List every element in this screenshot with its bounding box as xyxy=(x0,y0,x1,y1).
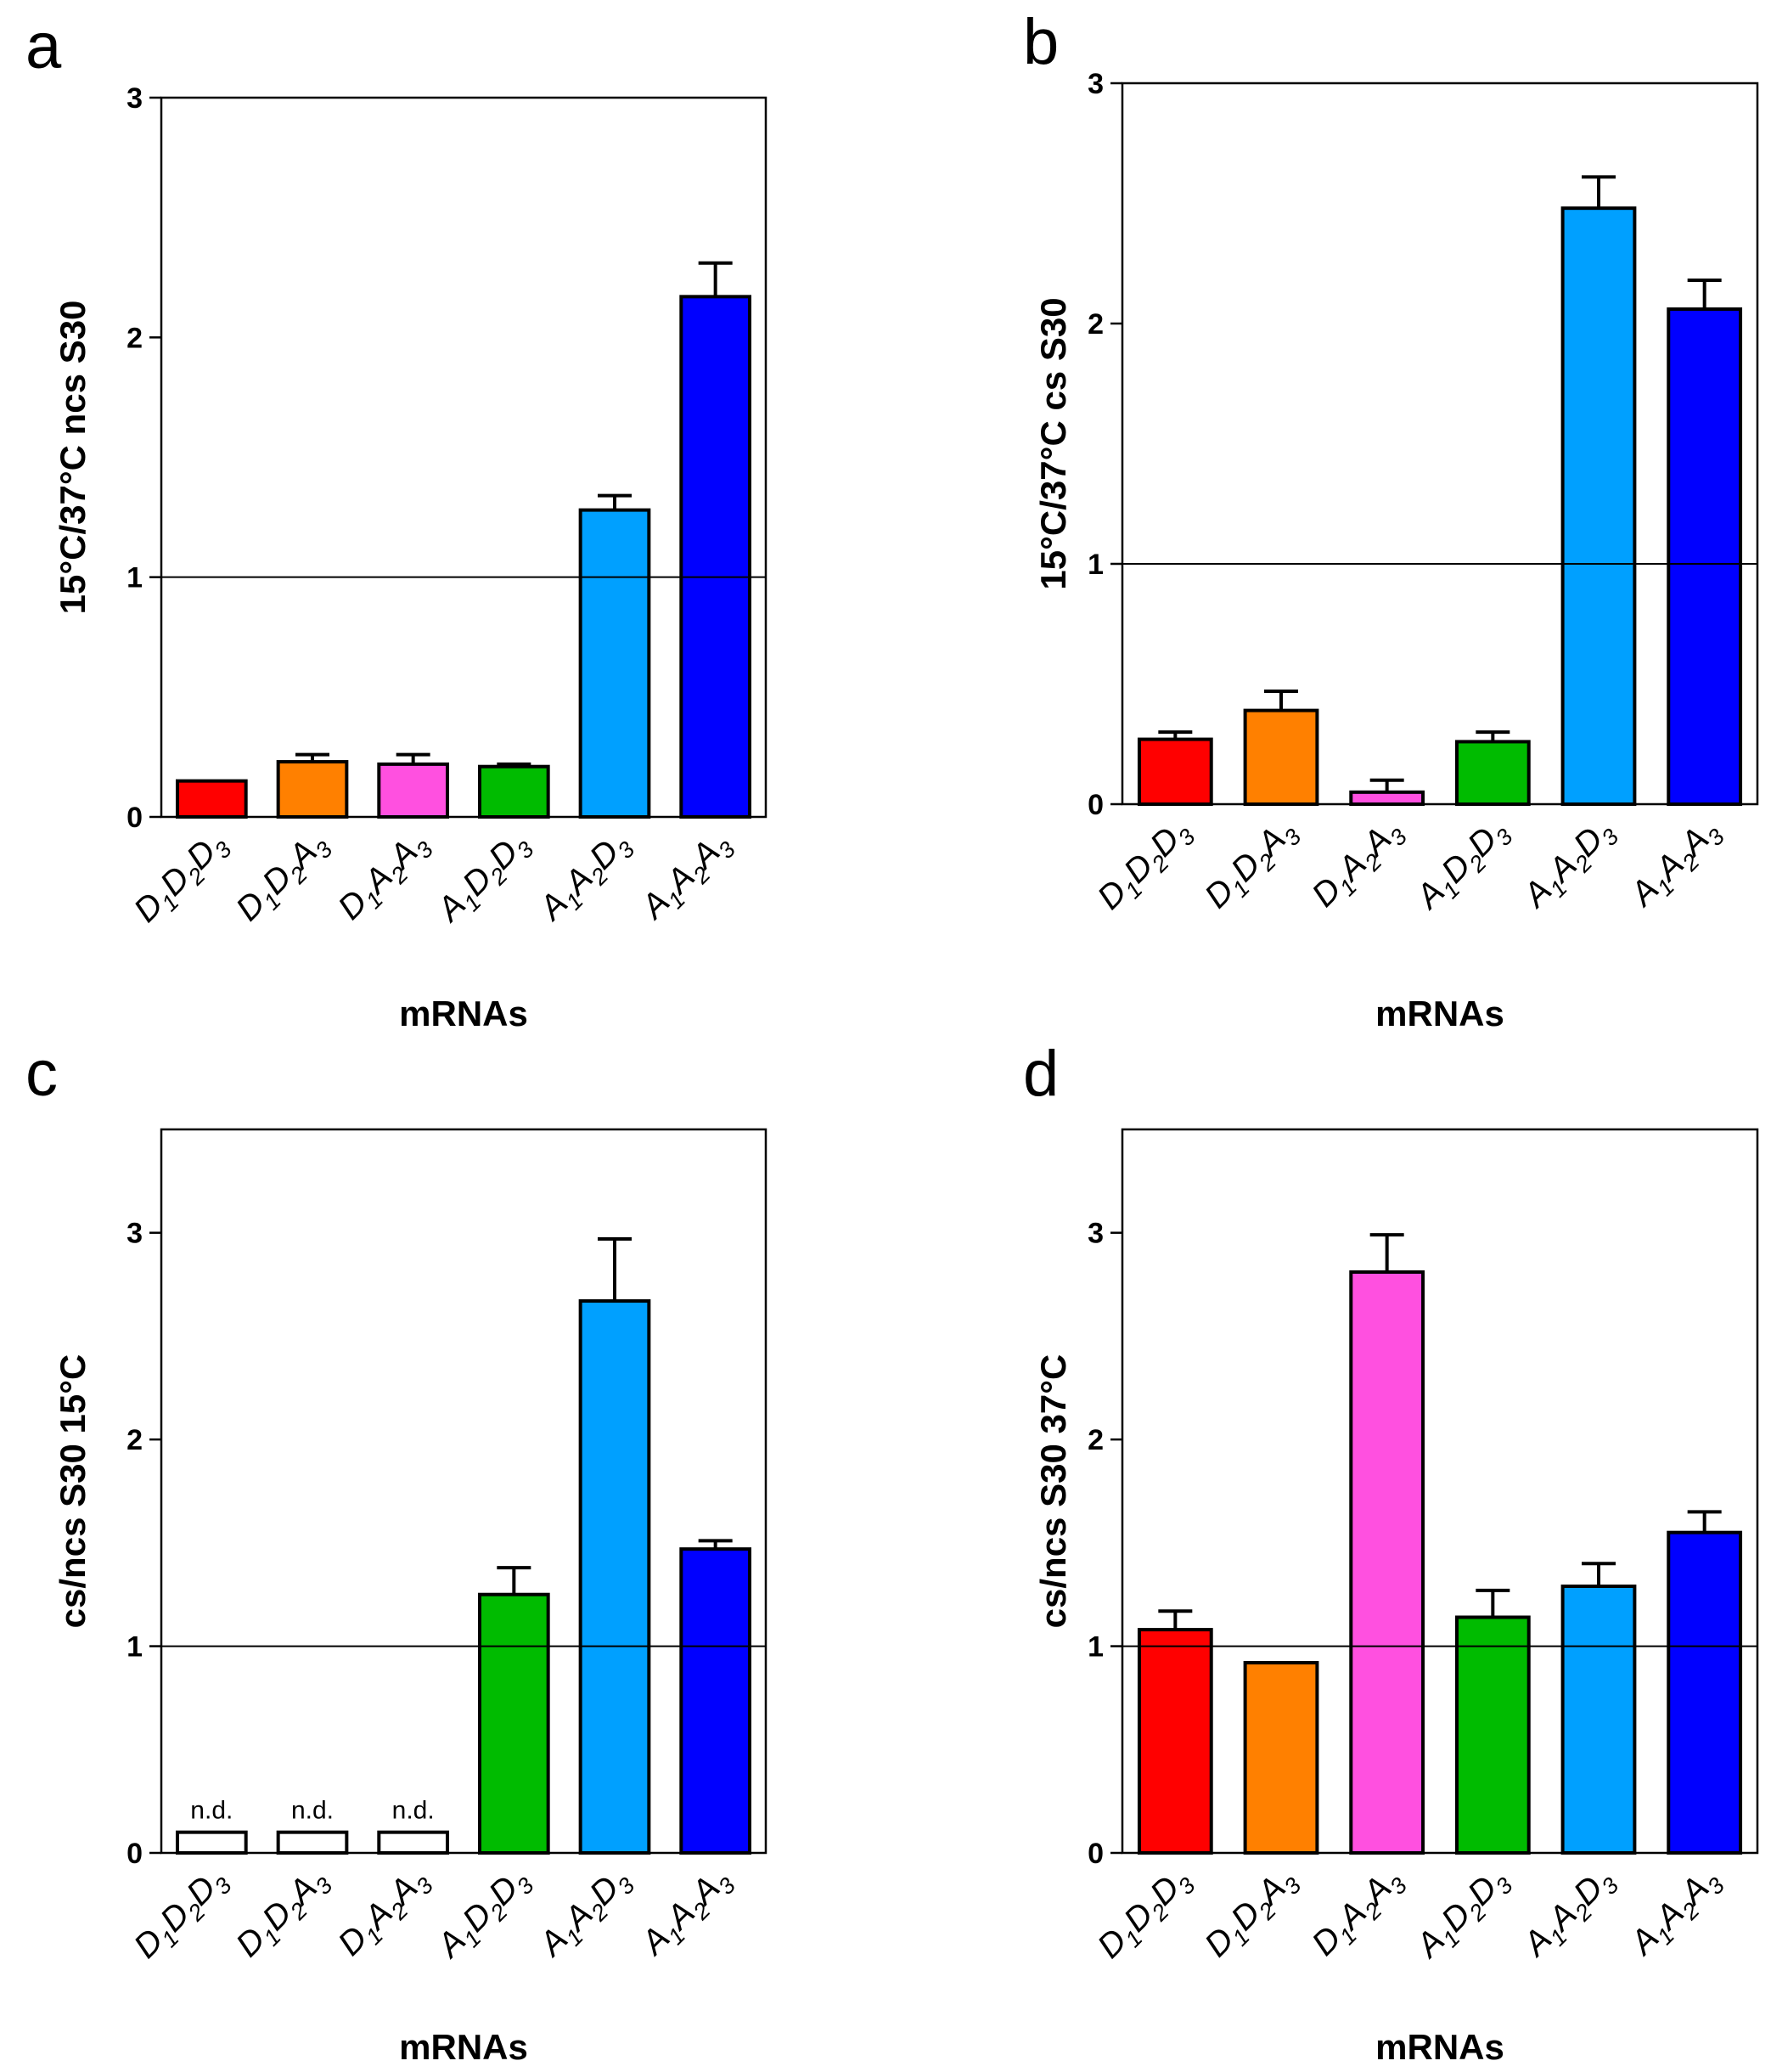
y-tick-label: 0 xyxy=(127,802,143,834)
bar-D1D2A3 xyxy=(276,1830,349,1855)
y-tick-label: 3 xyxy=(127,82,143,115)
bar-A1D2D3 xyxy=(1454,740,1531,806)
x-axis-title: mRNAs xyxy=(1375,2027,1504,2067)
y-tick-label: 1 xyxy=(127,562,143,594)
y-tick-label: 2 xyxy=(1088,308,1104,341)
bar-D1D2D3 xyxy=(1137,1628,1213,1855)
y-axis-title: cs/ncs S30 15°C xyxy=(53,1354,93,1629)
bar-D1D2D3 xyxy=(1137,737,1213,807)
y-tick-label: 3 xyxy=(1088,68,1104,100)
bar-D1D2D3 xyxy=(175,779,248,819)
x-category-label: A1​A2​D3​ xyxy=(1515,1860,1624,1968)
x-category-label: D1​A2​A3​ xyxy=(1305,811,1412,918)
x-category-label: D1​D2​D3​ xyxy=(127,824,236,933)
y-tick-label: 0 xyxy=(127,1838,143,1870)
y-tick-label: 0 xyxy=(1088,789,1104,821)
panel-a: a 0 1 2 3 15°C/37°C ncs S30 D1​D2​D3​D1​D2​A3​… xyxy=(25,10,767,1033)
x-category-label: A1​A2​D3​ xyxy=(531,1860,640,1968)
bar-A1A2D3 xyxy=(578,1299,651,1855)
x-category-label: A1​D2​D3​ xyxy=(430,824,539,933)
plot-frame xyxy=(160,1128,767,1855)
x-category-label: A1​A2​D3​ xyxy=(531,824,640,932)
x-axis-title: mRNAs xyxy=(1375,994,1504,1033)
x-category-label: D1​D2​A3​ xyxy=(229,824,338,932)
panel-letter: c xyxy=(25,1038,58,1110)
bar-A1D2D3 xyxy=(1454,1615,1531,1855)
x-category-label: D1​A2​A3​ xyxy=(331,1860,438,1967)
x-category-label: A1​D2​D3​ xyxy=(1408,811,1518,921)
y-axis-title: 15°C/37°C cs S30 xyxy=(1033,297,1073,589)
bar-D1A2A3 xyxy=(1349,1270,1425,1855)
bar-A1A2A3 xyxy=(1667,1530,1743,1855)
x-category-label: A1​D2​D3​ xyxy=(430,1860,539,1969)
panel-letter: b xyxy=(1023,6,1059,78)
panel-letter: a xyxy=(25,10,62,82)
y-axis-title: cs/ncs S30 37°C xyxy=(1033,1354,1073,1629)
plot-frame xyxy=(160,96,767,819)
x-category-label: A1​A2​D3​ xyxy=(1515,811,1624,920)
bar-D1D2A3 xyxy=(1243,708,1319,807)
bar-A1A2A3 xyxy=(1667,307,1743,806)
x-category-label: D1​D2​A3​ xyxy=(1198,811,1307,920)
bar-D1A2A3 xyxy=(1349,790,1425,806)
x-category-label: A1​A2​A3​ xyxy=(633,1860,740,1967)
x-category-label: A1​A2​A3​ xyxy=(1622,811,1729,918)
y-tick-label: 3 xyxy=(127,1218,143,1250)
x-category-label: D1​A2​A3​ xyxy=(331,824,438,931)
x-category-label: D1​D2​D3​ xyxy=(1090,811,1200,921)
panel-c: c 0 1 2 3 cs/ncs S30 15°C n.d. n.d. n.d. D1​D2​D3… xyxy=(25,1038,767,2067)
bar-A1D2D3 xyxy=(477,764,550,819)
y-axis-title: 15°C/37°C ncs S30 xyxy=(53,301,93,615)
bar-D1A2A3 xyxy=(377,1830,450,1855)
x-category-label: D1​D2​D3​ xyxy=(127,1860,236,1969)
y-tick-label: 2 xyxy=(1088,1424,1104,1456)
bar-A1A2D3 xyxy=(1560,1584,1637,1855)
x-category-label: D1​A2​A3​ xyxy=(1305,1860,1412,1967)
x-category-label: A1​A2​A3​ xyxy=(633,824,740,931)
bar-A1D2D3 xyxy=(477,1592,550,1855)
y-tick-label: 2 xyxy=(127,322,143,354)
bar-A1A2D3 xyxy=(578,508,651,819)
bar-D1A2A3 xyxy=(377,762,450,819)
panel-letter: d xyxy=(1023,1038,1059,1110)
nd-annotation: n.d. xyxy=(392,1797,435,1825)
y-tick-label: 2 xyxy=(127,1424,143,1456)
x-category-label: D1​D2​A3​ xyxy=(229,1860,338,1968)
y-tick-label: 0 xyxy=(1088,1838,1104,1870)
y-tick-label: 3 xyxy=(1088,1218,1104,1250)
bar-D1D2A3 xyxy=(1243,1661,1319,1855)
x-category-label: A1​D2​D3​ xyxy=(1408,1860,1518,1969)
y-tick-label: 1 xyxy=(127,1631,143,1664)
panel-d: d 0 1 2 3 cs/ncs S30 37°C D1​D2​D3​D1​D2​A3​D1… xyxy=(1023,1038,1759,2067)
x-axis-title: mRNAs xyxy=(399,994,528,1033)
bar-A1A2D3 xyxy=(1560,206,1637,807)
x-category-label: D1​D2​D3​ xyxy=(1090,1860,1200,1969)
panel-b: b 0 1 2 3 15°C/37°C cs S30 D1​D2​D3​D1​D2​A3​D… xyxy=(1023,6,1759,1033)
bar-A1A2A3 xyxy=(679,1547,752,1855)
plot-frame xyxy=(1121,1128,1759,1855)
nd-annotation: n.d. xyxy=(291,1797,334,1825)
x-category-label: D1​D2​A3​ xyxy=(1198,1860,1307,1968)
x-category-label: A1​A2​A3​ xyxy=(1622,1860,1729,1967)
y-tick-label: 1 xyxy=(1088,549,1104,581)
plot-frame xyxy=(1121,82,1759,806)
x-axis-title: mRNAs xyxy=(399,2027,528,2067)
bar-D1D2D3 xyxy=(175,1830,248,1855)
bar-D1D2A3 xyxy=(276,760,349,819)
y-tick-label: 1 xyxy=(1088,1631,1104,1664)
nd-annotation: n.d. xyxy=(190,1797,233,1825)
bar-A1A2A3 xyxy=(679,295,752,819)
